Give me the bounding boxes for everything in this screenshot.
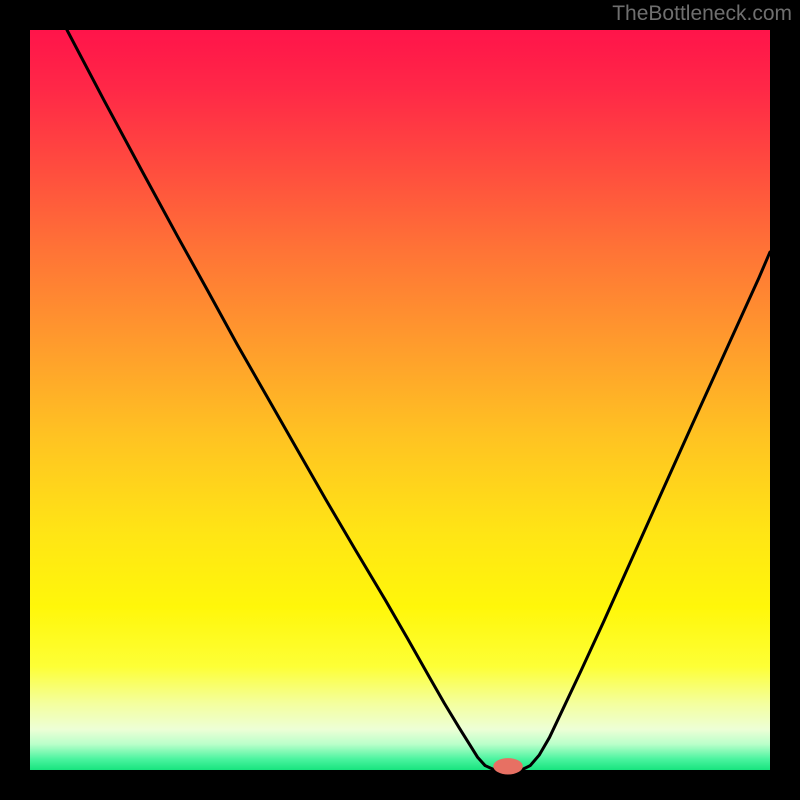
minimum-marker [493, 758, 523, 774]
gradient-background [30, 30, 770, 770]
bottleneck-chart [0, 0, 800, 800]
chart-stage: TheBottleneck.com [0, 0, 800, 800]
